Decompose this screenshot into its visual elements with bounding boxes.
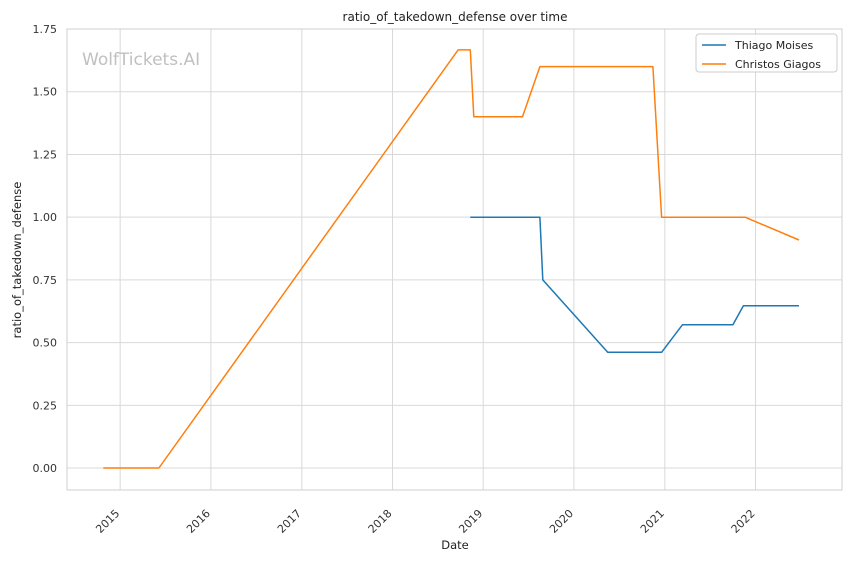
- x-tick-label: 2019: [456, 507, 485, 536]
- plot-area: [66, 28, 843, 491]
- x-tick-label: 2021: [638, 507, 667, 536]
- y-tick-label: 0.75: [33, 274, 58, 287]
- x-tick-label: 2020: [547, 507, 576, 536]
- series-line-christos-giagos: [103, 49, 800, 469]
- y-tick-label: 0.00: [33, 462, 58, 475]
- chart-title: ratio_of_takedown_defense over time: [343, 10, 568, 24]
- x-tick-label: 2017: [275, 507, 304, 536]
- series-line-thiago-moises: [470, 216, 799, 354]
- legend-box: [695, 33, 838, 73]
- x-tick-label: 2015: [93, 507, 122, 536]
- legend-label-thiago-moises: Thiago Moises: [734, 39, 813, 52]
- y-axis-label: ratio_of_takedown_defense: [10, 182, 24, 339]
- y-tick-label: 0.50: [33, 337, 58, 350]
- y-tick-label: 1.25: [33, 148, 58, 161]
- x-axis-ticks: 2015 2016 2017 2018 2019 2020 2021 2022: [93, 507, 757, 536]
- x-tick-label: 2016: [184, 507, 213, 536]
- y-tick-label: 1.50: [33, 86, 58, 99]
- watermark-text: WolfTickets.AI: [82, 50, 200, 70]
- legend-label-christos-giagos: Christos Giagos: [735, 58, 821, 71]
- x-tick-label: 2022: [729, 507, 758, 536]
- y-tick-label: 1.00: [33, 211, 58, 224]
- x-tick-label: 2018: [366, 507, 395, 536]
- x-axis-label: Date: [441, 538, 469, 552]
- legend: Thiago Moises Christos Giagos: [695, 33, 838, 73]
- series-layer: [103, 49, 800, 469]
- y-tick-label: 0.25: [33, 399, 58, 412]
- y-axis-ticks: 0.00 0.25 0.50 0.75 1.00 1.25 1.50 1.75: [33, 23, 58, 475]
- y-tick-label: 1.75: [33, 23, 58, 36]
- grid: [67, 28, 842, 490]
